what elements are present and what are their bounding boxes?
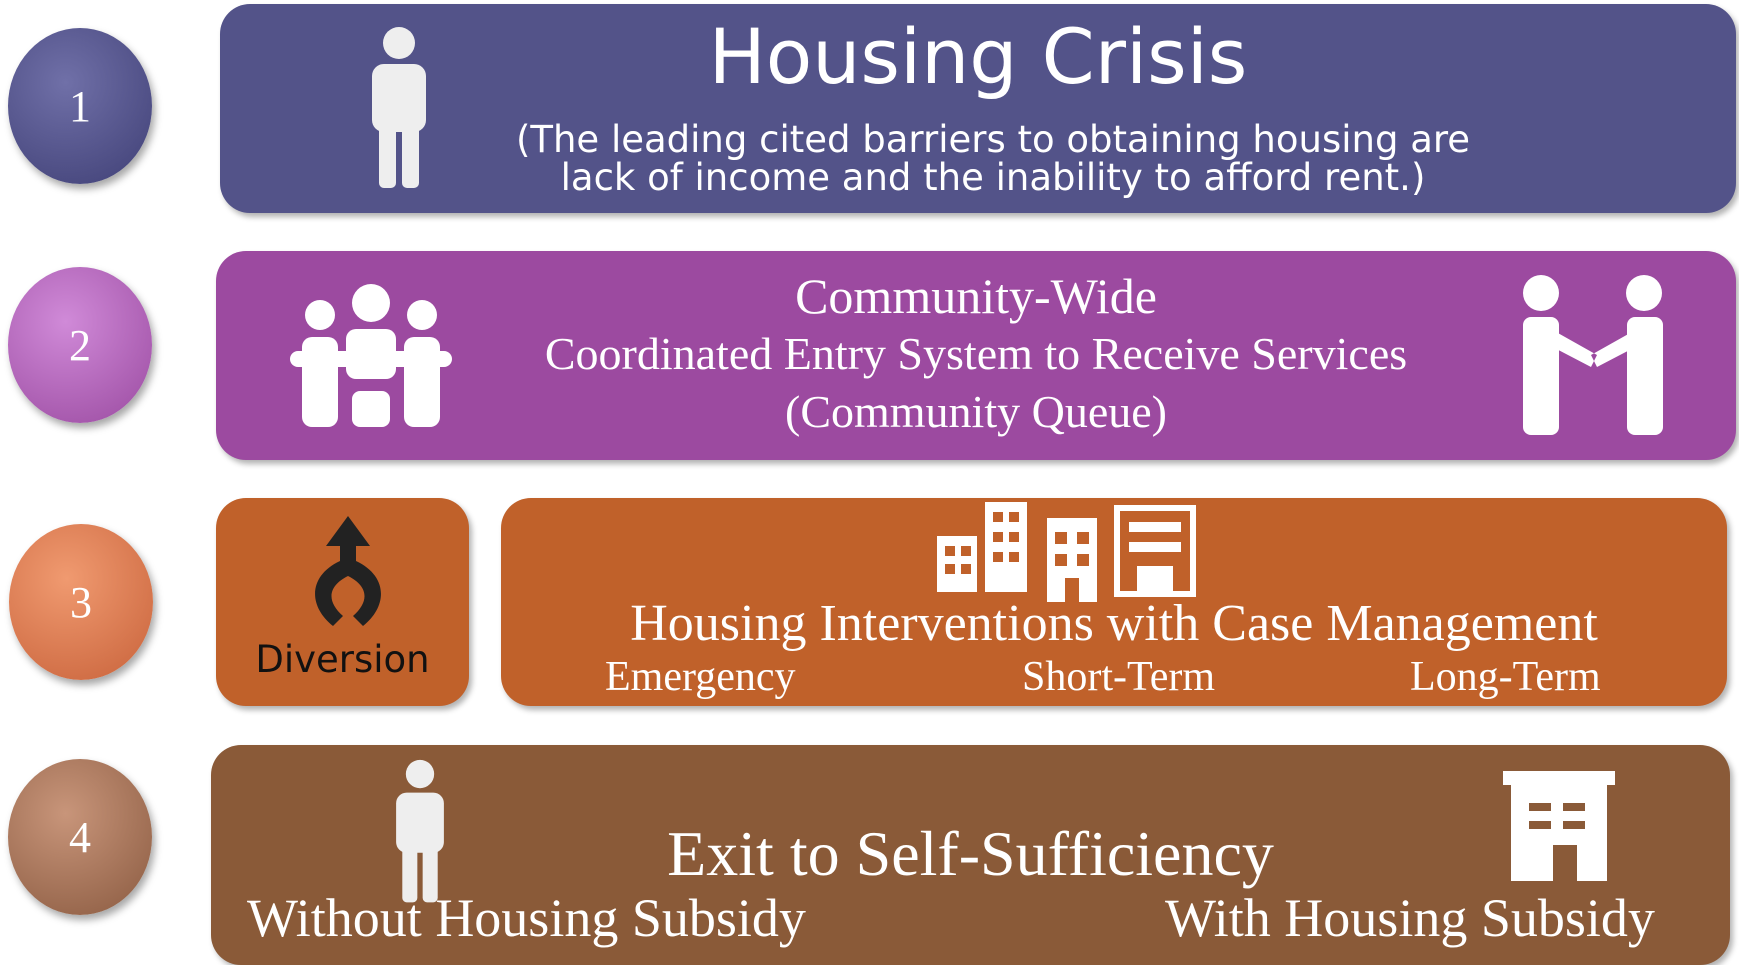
entry-line: Coordinated Entry System to Receive Serv…	[544, 328, 1408, 379]
step-number: 2	[8, 267, 152, 423]
step-number: 1	[8, 28, 152, 184]
diversion-box: Diversion	[216, 498, 469, 706]
building-icon	[1503, 771, 1615, 881]
subsidy-label: With Housing Subsidy	[1165, 888, 1655, 948]
step-title: Exit to Self-Sufficiency	[667, 818, 1274, 889]
handshake-icon	[1523, 275, 1663, 435]
subtitle-line: (The leading cited barriers to obtaining…	[515, 118, 1471, 161]
group-icon	[290, 284, 452, 427]
step-box: Housing Crisis (The leading cited barrie…	[220, 4, 1736, 213]
entry-line: Community-Wide	[795, 268, 1157, 324]
subtitle-line: lack of income and the inability to affo…	[560, 156, 1426, 199]
step-box: Community-Wide Coordinated Entry System …	[216, 251, 1736, 460]
diversion-label: Diversion	[255, 638, 430, 681]
step-box: Housing Interventions with Case Manageme…	[501, 498, 1727, 706]
step-title: Housing Crisis	[708, 12, 1248, 101]
option-label: Short-Term	[1022, 654, 1216, 700]
option-label: Emergency	[605, 654, 796, 700]
option-label: Long-Term	[1410, 654, 1601, 700]
step-number: 4	[8, 759, 152, 915]
entry-line: (Community Queue)	[785, 386, 1167, 437]
step-box: Exit to Self-Sufficiency Without Housing…	[211, 745, 1730, 965]
person-icon	[372, 27, 426, 188]
buildings-icon	[937, 502, 1196, 602]
diversion-icon	[315, 516, 381, 626]
step-number: 3	[9, 524, 153, 680]
subsidy-label: Without Housing Subsidy	[247, 888, 806, 948]
person-icon	[396, 759, 444, 903]
step-title: Housing Interventions with Case Manageme…	[630, 595, 1598, 652]
